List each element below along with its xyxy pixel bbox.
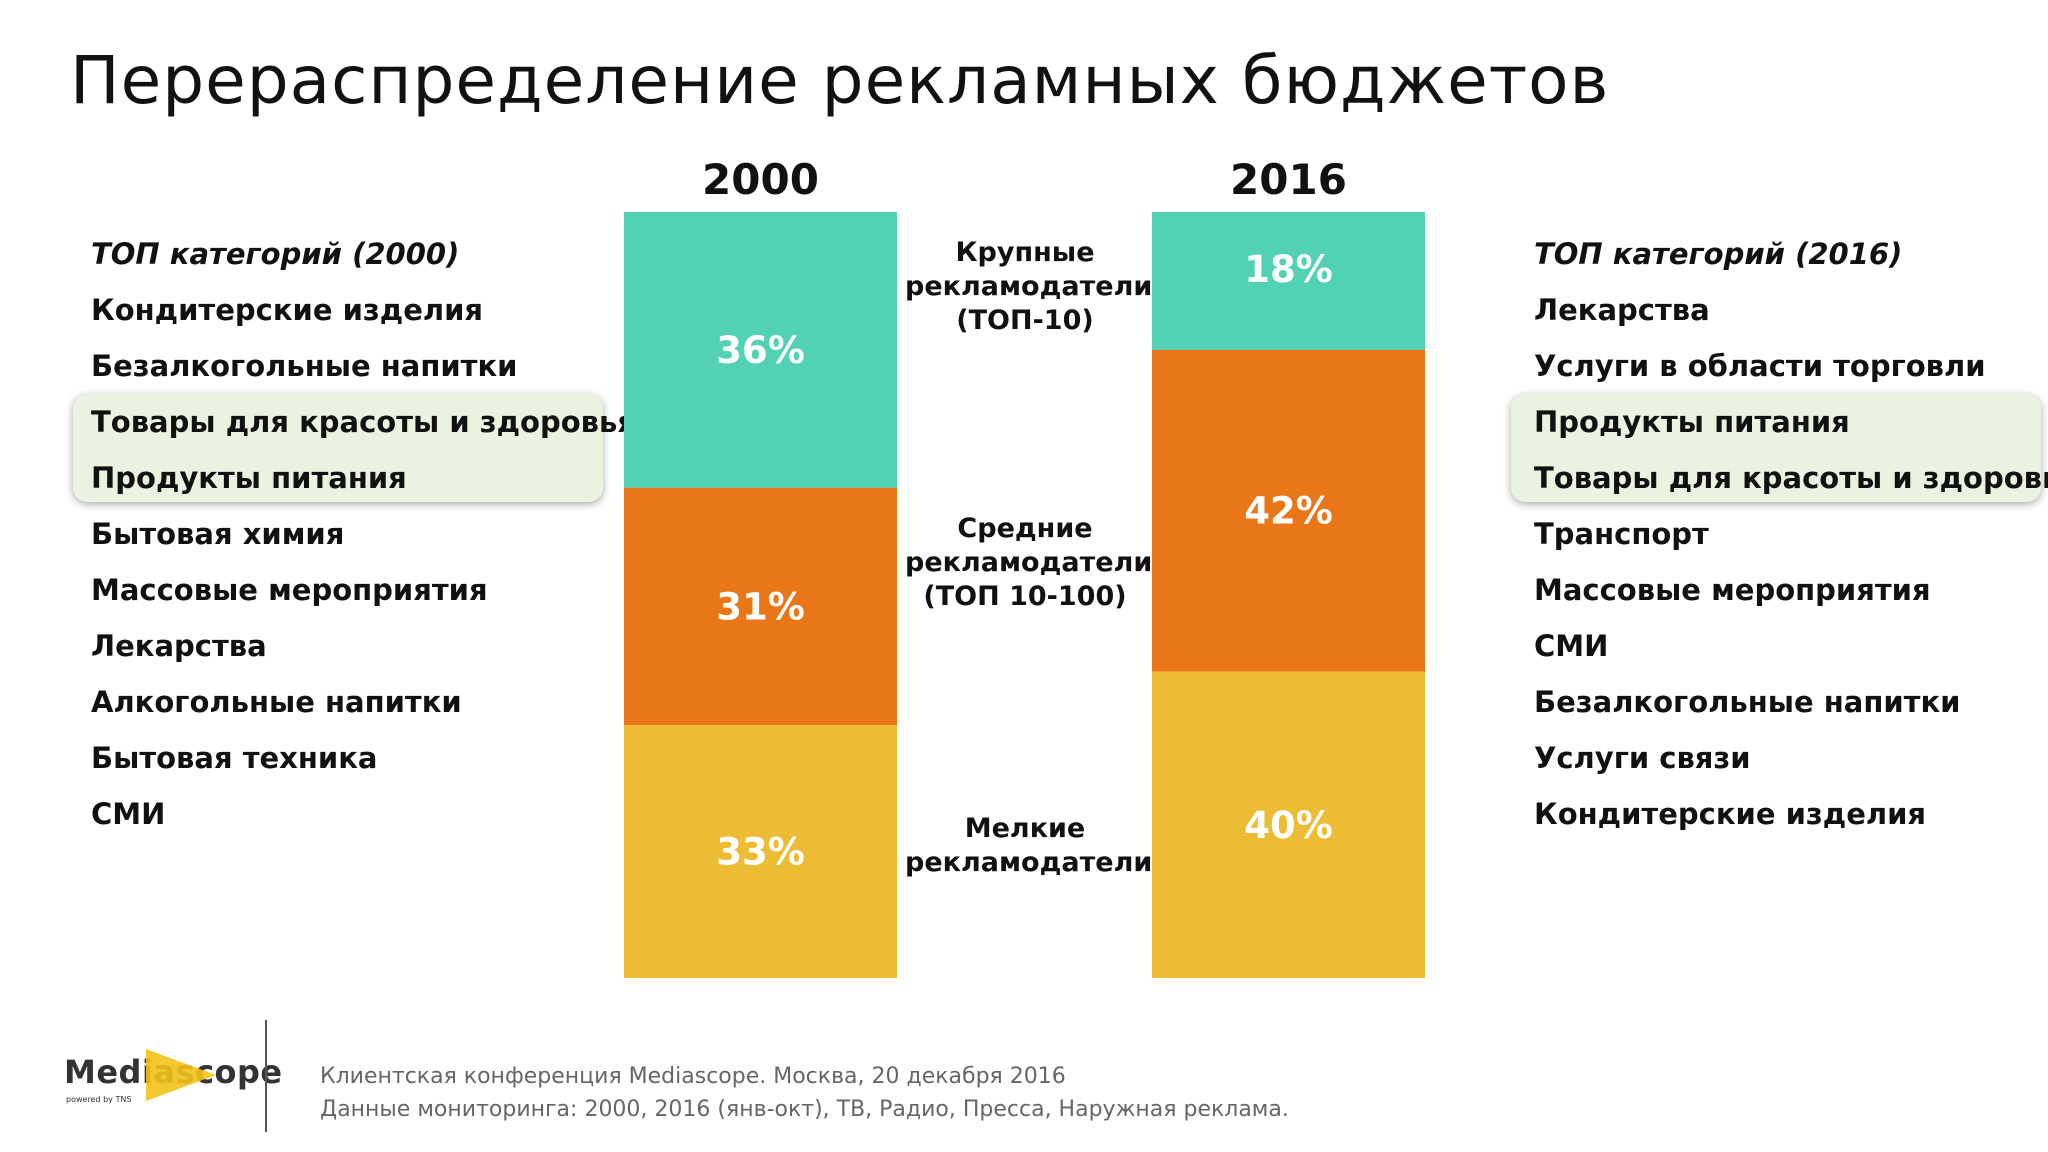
bar-value-label-2016-2: 40% bbox=[1244, 804, 1333, 847]
list-item: Безалкогольные напитки bbox=[91, 349, 518, 383]
bar-value-label-2016-0: 18% bbox=[1244, 248, 1333, 291]
list-item: Услуги в области торговли bbox=[1534, 349, 1986, 383]
bar-value-label-2000-0: 36% bbox=[716, 329, 805, 372]
mediascope-logo: Mediascope powered by TNS bbox=[64, 1045, 282, 1115]
list-item: Товары для красоты и здоровья bbox=[1534, 461, 2048, 495]
right-list-heading: ТОП категорий (2016) bbox=[1534, 237, 1903, 271]
bar-segment-2000-2 bbox=[624, 725, 897, 978]
bar-value-label-2000-2: 33% bbox=[716, 831, 805, 874]
left-list-heading: ТОП категорий (2000) bbox=[91, 237, 460, 271]
list-item: Кондитерские изделия bbox=[1534, 797, 1927, 831]
left-category-list: ТОП категорий (2000) Кондитерские издели… bbox=[91, 226, 636, 842]
bar-segment-2000-1 bbox=[624, 487, 897, 726]
list-item: Безалкогольные напитки bbox=[1534, 685, 1961, 719]
list-item: Бытовая техника bbox=[91, 741, 378, 775]
segment-label-small: Мелкие рекламодатели bbox=[905, 813, 1153, 878]
list-item: Услуги связи bbox=[1534, 741, 1751, 775]
year-label-2000: 2000 bbox=[702, 155, 819, 204]
right-highlight-box bbox=[1511, 394, 2041, 502]
list-item: СМИ bbox=[1534, 629, 1609, 663]
segment-label-medium: Средние рекламодатели (ТОП 10-100) bbox=[905, 513, 1153, 612]
right-category-list: ТОП категорий (2016) Лекарства Услуги в … bbox=[1534, 226, 2048, 842]
bar-segment-2016-0 bbox=[1152, 212, 1425, 350]
list-item: Продукты питания bbox=[91, 461, 407, 495]
list-item: Массовые мероприятия bbox=[1534, 573, 1931, 607]
list-item: Кондитерские изделия bbox=[91, 293, 484, 327]
left-highlight-box bbox=[73, 394, 603, 502]
bar-segment-2000-0 bbox=[624, 212, 897, 488]
bar-segment-2016-2 bbox=[1152, 671, 1425, 978]
list-item: Алкогольные напитки bbox=[91, 685, 462, 719]
footer-divider bbox=[265, 1020, 267, 1132]
list-item: Лекарства bbox=[1534, 293, 1710, 327]
bar-segment-2016-1 bbox=[1152, 349, 1425, 672]
list-item: Бытовая химия bbox=[91, 517, 345, 551]
list-item: Лекарства bbox=[91, 629, 267, 663]
footer-text: Клиентская конференция Mediascope. Москв… bbox=[320, 1060, 1289, 1126]
logo-subtitle: powered by TNS bbox=[66, 1095, 132, 1104]
page-title: Перераспределение рекламных бюджетов bbox=[70, 42, 1610, 119]
list-item: Массовые мероприятия bbox=[91, 573, 488, 607]
list-item: Транспорт bbox=[1534, 517, 1709, 551]
footer-line-1: Клиентская конференция Mediascope. Москв… bbox=[320, 1064, 1066, 1089]
list-item: Продукты питания bbox=[1534, 405, 1850, 439]
footer-line-2: Данные мониторинга: 2000, 2016 (янв-окт)… bbox=[320, 1097, 1289, 1122]
list-item: Товары для красоты и здоровья bbox=[91, 405, 636, 439]
bar-value-label-2000-1: 31% bbox=[716, 585, 805, 628]
list-item: СМИ bbox=[91, 797, 166, 831]
year-label-2016: 2016 bbox=[1230, 155, 1347, 204]
segment-label-large: Крупные рекламодатели (ТОП-10) bbox=[905, 237, 1153, 336]
logo-triangle-icon bbox=[146, 1049, 216, 1101]
bar-value-label-2016-1: 42% bbox=[1244, 490, 1333, 533]
